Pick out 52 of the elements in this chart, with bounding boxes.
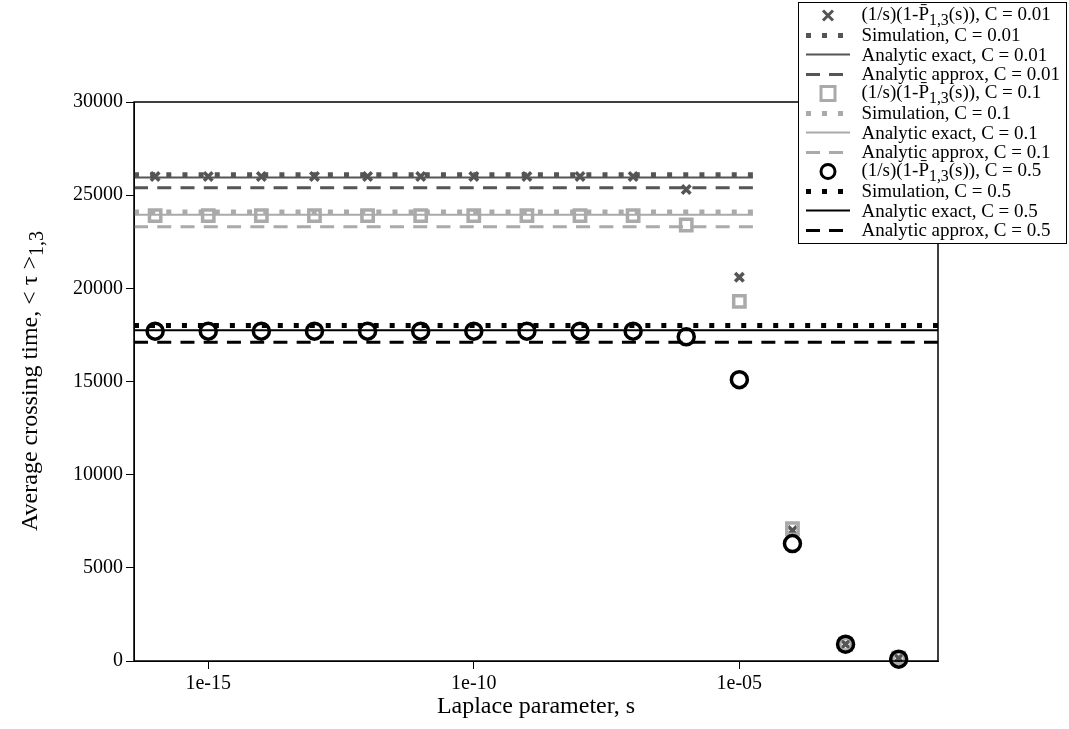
y-tick-label: 5000: [83, 555, 123, 578]
x-axis-title: Laplace parameter, s: [436, 692, 636, 719]
point: [517, 321, 537, 341]
y-tick-label: 20000: [73, 275, 123, 298]
point: [627, 170, 640, 183]
point: [307, 208, 322, 224]
point: [410, 321, 431, 341]
point: [200, 208, 216, 224]
point: [198, 321, 218, 341]
point: [360, 208, 375, 224]
legend-label: (1/s)(1-P̄$_{1,3}$(s)), C = 0.01: [861, 2, 1051, 28]
y-tick-label: 25000: [73, 182, 123, 205]
point: [570, 321, 590, 341]
point: [729, 369, 750, 390]
point: [623, 321, 643, 341]
point: [467, 170, 480, 183]
y-tick-label: 30000: [73, 89, 123, 112]
y-tick-label: 10000: [73, 461, 123, 484]
point: [308, 170, 321, 183]
point: [625, 208, 641, 224]
point: [519, 208, 535, 224]
x-tick-label: 1e-15: [185, 671, 232, 694]
point: [572, 208, 588, 224]
point: [251, 321, 272, 341]
point: [253, 208, 269, 224]
point: [678, 217, 694, 233]
point: [733, 271, 746, 284]
point: [357, 321, 378, 341]
point: [782, 533, 803, 554]
point: [520, 170, 533, 183]
point: [145, 321, 165, 341]
point: [414, 170, 427, 183]
legend-label: Analytic exact, C = 0.5: [861, 199, 1038, 222]
point: [304, 321, 325, 341]
point: [574, 170, 587, 183]
point: [464, 321, 484, 341]
legend-label: Analytic exact, C = 0.1: [861, 121, 1038, 144]
point: [361, 170, 374, 183]
point: [680, 183, 693, 196]
point: [466, 208, 482, 224]
point: [147, 208, 163, 224]
x-tick-label: 1e-10: [451, 671, 497, 694]
point: [676, 327, 696, 347]
y-tick-label: 0: [113, 648, 123, 671]
y-tick-label: 15000: [73, 368, 123, 391]
point: [202, 170, 215, 183]
legend-label: Analytic exact, C = 0.01: [861, 43, 1048, 66]
point: [731, 293, 747, 309]
point: [255, 170, 268, 183]
x-tick-label: 1e-05: [716, 671, 763, 694]
point: [149, 170, 162, 183]
point: [413, 208, 429, 224]
